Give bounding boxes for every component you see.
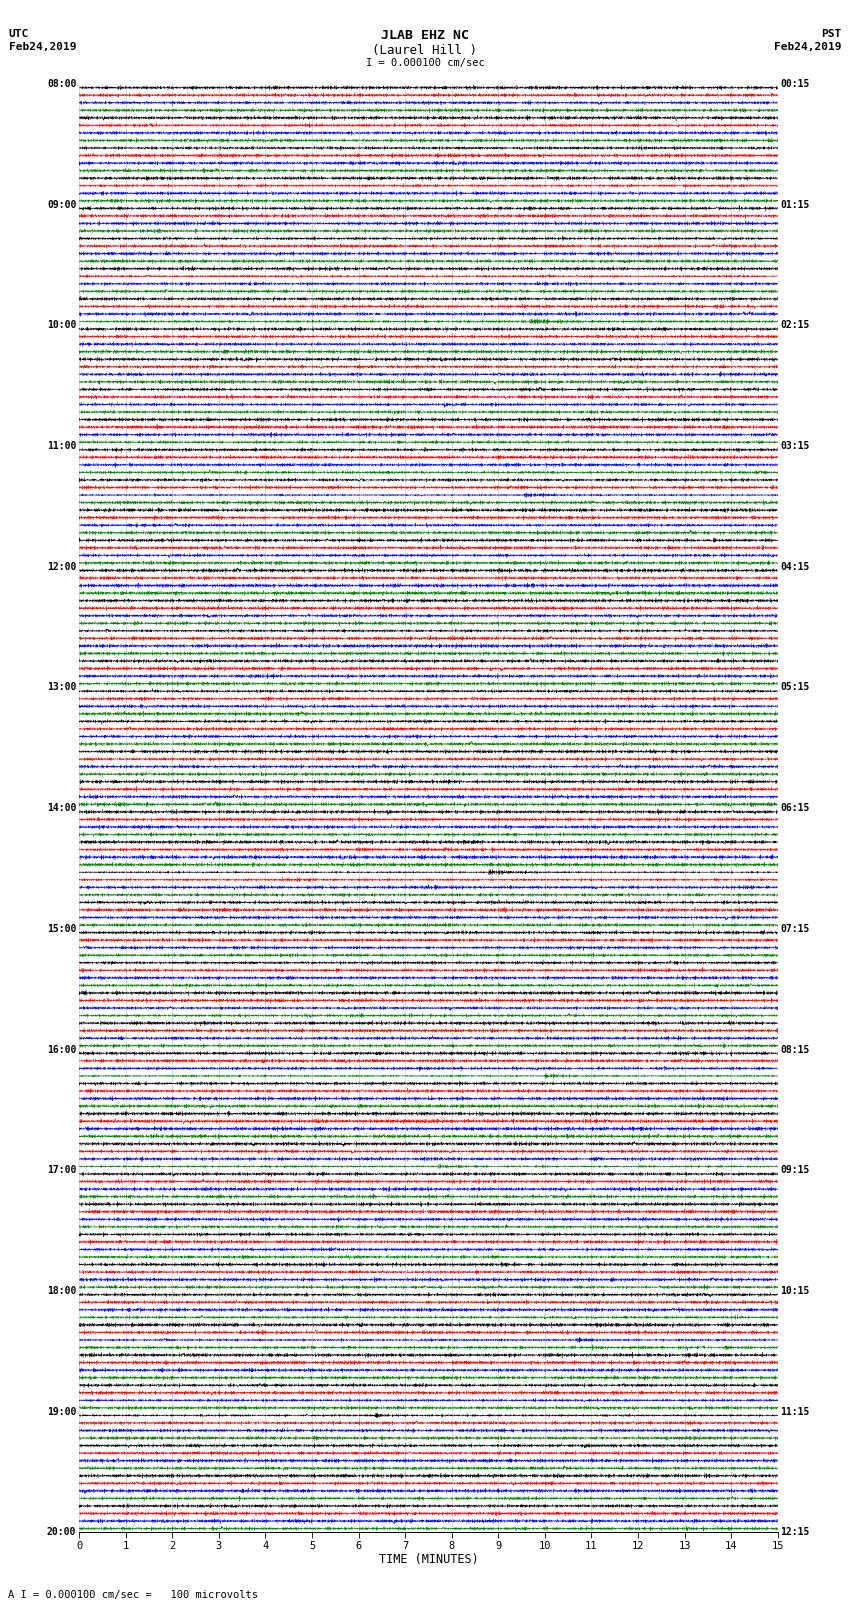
Text: 12:00: 12:00	[47, 561, 76, 571]
Text: Feb24,2019: Feb24,2019	[8, 42, 76, 52]
Text: 10:00: 10:00	[47, 321, 76, 331]
X-axis label: TIME (MINUTES): TIME (MINUTES)	[378, 1553, 479, 1566]
Text: 20:00: 20:00	[47, 1528, 76, 1537]
Text: 13:00: 13:00	[47, 682, 76, 692]
Text: 15:00: 15:00	[47, 924, 76, 934]
Text: 10:15: 10:15	[780, 1286, 810, 1295]
Text: A I = 0.000100 cm/sec =   100 microvolts: A I = 0.000100 cm/sec = 100 microvolts	[8, 1590, 258, 1600]
Text: 07:15: 07:15	[780, 924, 810, 934]
Text: 04:15: 04:15	[780, 561, 810, 571]
Text: 19:00: 19:00	[47, 1407, 76, 1416]
Text: 06:15: 06:15	[780, 803, 810, 813]
Text: 05:15: 05:15	[780, 682, 810, 692]
Text: 03:15: 03:15	[780, 440, 810, 452]
Text: 12:15: 12:15	[780, 1528, 810, 1537]
Text: 08:15: 08:15	[780, 1045, 810, 1055]
Text: (Laurel Hill ): (Laurel Hill )	[372, 44, 478, 56]
Text: 09:00: 09:00	[47, 200, 76, 210]
Text: 08:00: 08:00	[47, 79, 76, 89]
Text: 02:15: 02:15	[780, 321, 810, 331]
Text: 00:15: 00:15	[780, 79, 810, 89]
Text: 18:00: 18:00	[47, 1286, 76, 1295]
Text: I = 0.000100 cm/sec: I = 0.000100 cm/sec	[366, 58, 484, 68]
Text: UTC: UTC	[8, 29, 29, 39]
Text: 17:00: 17:00	[47, 1165, 76, 1176]
Text: Feb24,2019: Feb24,2019	[774, 42, 842, 52]
Text: JLAB EHZ NC: JLAB EHZ NC	[381, 29, 469, 42]
Text: 11:15: 11:15	[780, 1407, 810, 1416]
Text: PST: PST	[821, 29, 842, 39]
Text: 16:00: 16:00	[47, 1045, 76, 1055]
Text: 09:15: 09:15	[780, 1165, 810, 1176]
Text: 11:00: 11:00	[47, 440, 76, 452]
Text: 01:15: 01:15	[780, 200, 810, 210]
Text: 14:00: 14:00	[47, 803, 76, 813]
